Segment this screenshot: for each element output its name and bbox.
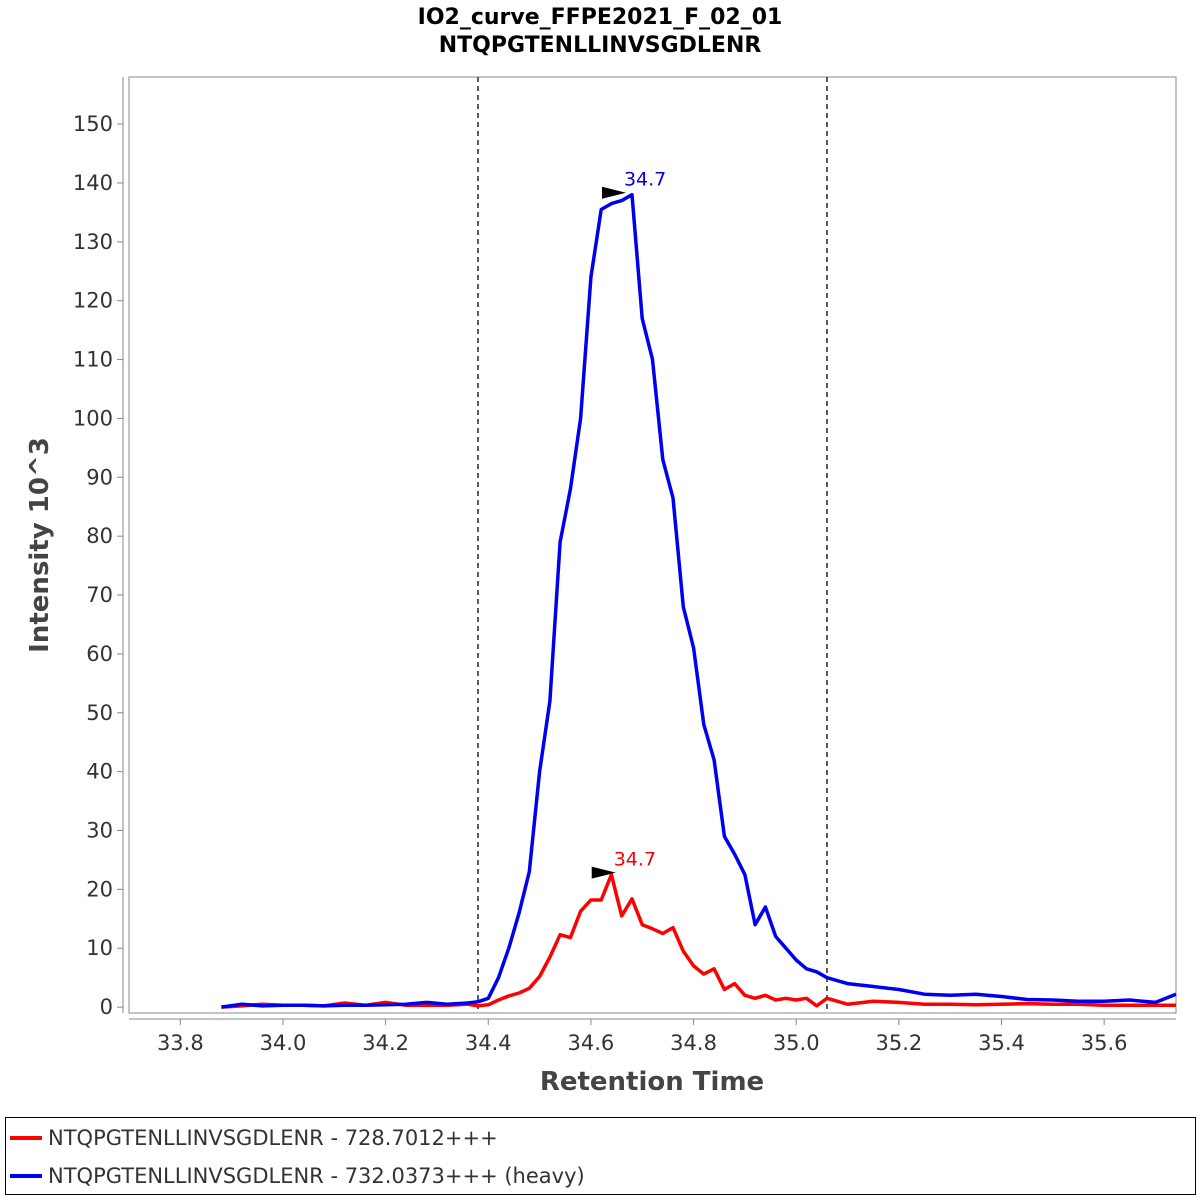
y-tick-label: 100 — [73, 406, 113, 430]
x-tick-label: 35.0 — [773, 1031, 820, 1055]
legend-item-light: NTQPGTENLLINVSGDLENR - 728.7012+++ — [10, 1123, 498, 1153]
y-tick-label: 120 — [73, 289, 113, 313]
y-tick-label: 80 — [86, 524, 113, 548]
peak-annotations: 34.7 34.7 — [591, 169, 666, 879]
peak-arrow-0 — [591, 866, 616, 879]
x-tick-label: 34.0 — [260, 1031, 307, 1055]
peak-arrow-1 — [601, 186, 626, 199]
y-tick-label: 40 — [86, 760, 113, 784]
y-tick-label: 70 — [86, 583, 113, 607]
peak-label-1: 34.7 — [624, 169, 666, 191]
legend-label-heavy: NTQPGTENLLINVSGDLENR - 732.0373+++ (heav… — [48, 1164, 585, 1188]
y-tick-label: 20 — [86, 877, 113, 901]
y-tick-label: 90 — [86, 465, 113, 489]
y-tick-label: 110 — [73, 348, 113, 372]
chart-subtitle: NTQPGTENLLINVSGDLENR — [439, 33, 762, 58]
x-tick-label: 33.8 — [157, 1031, 204, 1055]
x-tick-label: 34.2 — [362, 1031, 409, 1055]
legend-swatch-light — [10, 1136, 42, 1140]
integration-boundaries — [477, 77, 828, 1013]
x-tick-label: 35.2 — [875, 1031, 922, 1055]
y-tick-label: 0 — [100, 995, 113, 1019]
series-line-1 — [221, 192, 1177, 1009]
x-tick-label: 35.4 — [978, 1031, 1025, 1055]
peak-label-0: 34.7 — [614, 849, 656, 871]
plot-area — [128, 76, 1177, 1014]
series-layer — [221, 192, 1177, 1009]
y-tick-label: 30 — [86, 819, 113, 843]
y-tick-label: 150 — [73, 112, 113, 136]
chart-title: IO2_curve_FFPE2021_F_02_01 — [418, 5, 783, 30]
legend: NTQPGTENLLINVSGDLENR - 728.7012+++ NTQPG… — [5, 1117, 1196, 1195]
y-tick-label: 130 — [73, 230, 113, 254]
y-axis-label: Intensity 10^3 — [25, 437, 55, 653]
x-tick-label: 34.4 — [465, 1031, 512, 1055]
legend-item-heavy: NTQPGTENLLINVSGDLENR - 732.0373+++ (heav… — [10, 1161, 585, 1191]
x-axis: 33.8 34.0 34.2 34.4 34.6 34.8 35.0 35.2 35.4 35.6 — [129, 1018, 1176, 1055]
legend-swatch-heavy — [10, 1174, 42, 1178]
y-tick-label: 10 — [86, 936, 113, 960]
series-line-0 — [221, 872, 1176, 1009]
y-tick-label: 60 — [86, 642, 113, 666]
x-tick-label: 35.6 — [1081, 1031, 1128, 1055]
y-axis: 0 10 20 30 40 50 60 70 80 90 100 110 120 130 140 150 — [73, 77, 124, 1019]
x-tick-label: 34.6 — [568, 1031, 615, 1055]
x-tick-label: 34.8 — [670, 1031, 717, 1055]
y-tick-label: 140 — [73, 171, 113, 195]
x-axis-label: Retention Time — [540, 1067, 764, 1097]
y-tick-label: 50 — [86, 701, 113, 725]
legend-label-light: NTQPGTENLLINVSGDLENR - 728.7012+++ — [48, 1126, 498, 1150]
